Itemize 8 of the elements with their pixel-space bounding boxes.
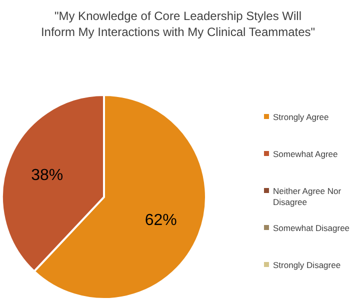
legend-label: Somewhat Agree xyxy=(273,148,338,159)
data-label: 38% xyxy=(31,167,64,184)
legend-label: Neither Agree Nor Disagree xyxy=(273,186,342,208)
legend-label: Strongly Disagree xyxy=(273,260,341,270)
legend-label: Somewhat Disagree xyxy=(273,222,350,233)
chart-title: "My Knowledge of Core Leadership Styles Will Inform My Interactions with My Clinical Teammates" xyxy=(40,9,316,40)
data-label: 62% xyxy=(144,212,177,230)
legend-label: Strongly Agree xyxy=(273,112,330,122)
